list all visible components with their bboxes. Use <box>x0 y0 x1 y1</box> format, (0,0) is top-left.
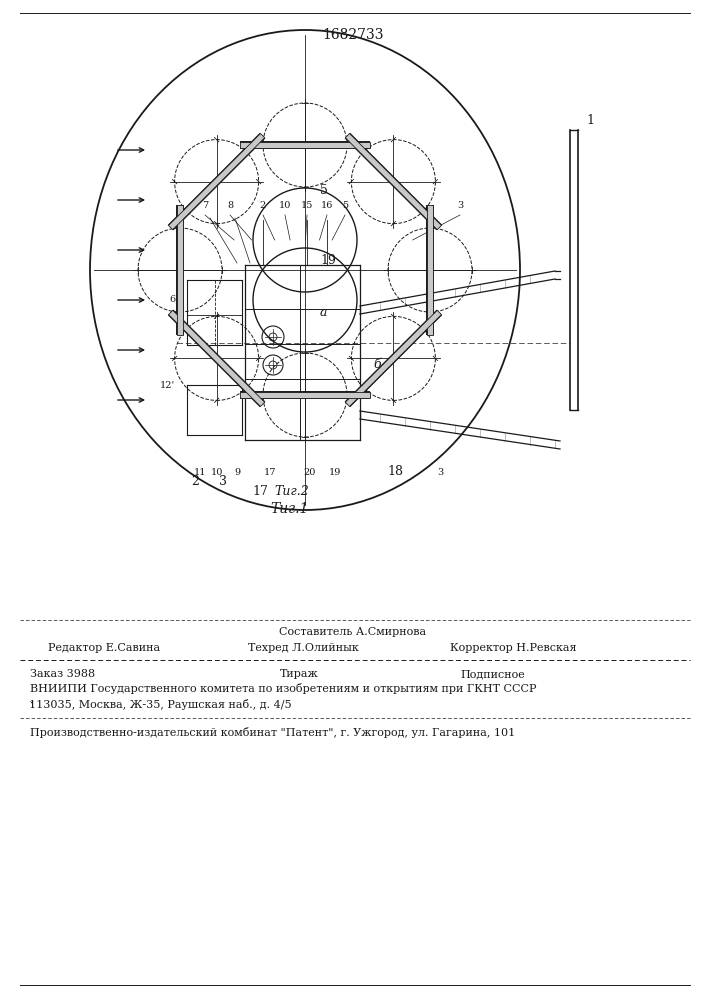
Text: Подписное: Подписное <box>460 669 525 679</box>
Text: 20: 20 <box>304 468 316 477</box>
Polygon shape <box>177 205 183 335</box>
Text: 1682733: 1682733 <box>322 28 384 42</box>
Text: 5: 5 <box>342 201 348 210</box>
Text: 3: 3 <box>437 468 443 477</box>
Text: Заказ 3988: Заказ 3988 <box>30 669 95 679</box>
Text: 17: 17 <box>264 468 276 477</box>
Text: Редактор Е.Савина: Редактор Е.Савина <box>48 643 160 653</box>
Text: 3: 3 <box>457 201 463 210</box>
Text: 12': 12' <box>160 380 175 389</box>
Text: 19: 19 <box>320 253 336 266</box>
Text: Техред Л.Олийнык: Техред Л.Олийнык <box>248 643 358 653</box>
Text: Производственно-издательский комбинат "Патент", г. Ужгород, ул. Гагарина, 101: Производственно-издательский комбинат "П… <box>30 726 515 738</box>
Text: 11: 11 <box>194 468 206 477</box>
Text: 10: 10 <box>211 468 223 477</box>
Polygon shape <box>427 205 433 335</box>
Text: 8: 8 <box>227 201 233 210</box>
Text: ВНИИПИ Государственного комитета по изобретениям и открытиям при ГКНТ СССР: ВНИИПИ Государственного комитета по изоб… <box>30 684 537 694</box>
Text: 9: 9 <box>234 468 240 477</box>
Text: 17: 17 <box>252 485 268 498</box>
Text: Корректор Н.Ревская: Корректор Н.Ревская <box>450 643 576 653</box>
Text: 10: 10 <box>279 201 291 210</box>
Polygon shape <box>345 134 441 230</box>
Text: 2: 2 <box>191 475 199 488</box>
Polygon shape <box>345 310 441 406</box>
Text: 18: 18 <box>387 465 403 478</box>
Text: 16: 16 <box>321 201 333 210</box>
Text: Тираж: Тираж <box>280 669 319 679</box>
Text: 113035, Москва, Ж-35, Раушская наб., д. 4/5: 113035, Москва, Ж-35, Раушская наб., д. … <box>29 698 291 710</box>
Text: a: a <box>320 306 327 318</box>
Text: 19: 19 <box>329 468 341 477</box>
Text: 3: 3 <box>219 475 227 488</box>
Text: 1: 1 <box>586 113 594 126</box>
Polygon shape <box>168 134 264 230</box>
Text: 2: 2 <box>260 201 266 210</box>
Text: ·: · <box>30 699 33 709</box>
Text: Τиг.1: Τиг.1 <box>271 502 309 516</box>
Text: 5: 5 <box>320 184 328 196</box>
Text: 6: 6 <box>169 296 175 304</box>
Polygon shape <box>240 142 370 148</box>
Polygon shape <box>168 310 264 406</box>
Text: 15: 15 <box>300 201 313 210</box>
Polygon shape <box>240 392 370 398</box>
Text: Составитель А.Смирнова: Составитель А.Смирнова <box>279 627 426 637</box>
Text: Τиг.2: Τиг.2 <box>274 485 310 498</box>
Text: б: б <box>373 359 380 371</box>
Text: 7: 7 <box>202 201 208 210</box>
